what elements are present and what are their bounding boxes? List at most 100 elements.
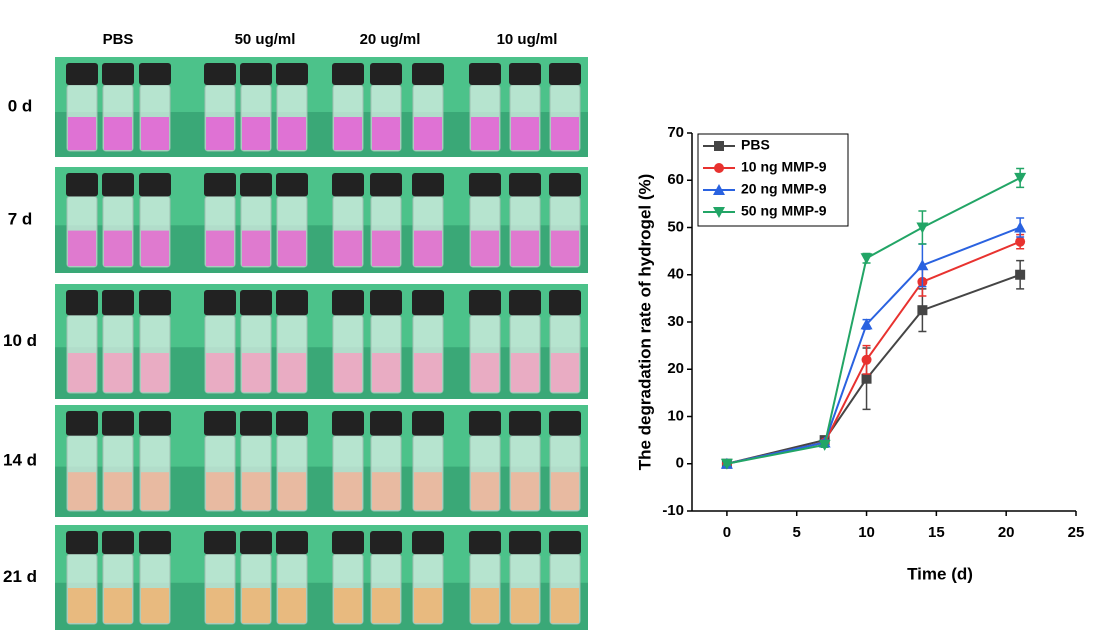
vial-cap xyxy=(370,531,402,555)
vial-liquid xyxy=(511,588,539,623)
row-label: 14 d xyxy=(3,450,37,469)
vial-cap xyxy=(412,290,444,316)
vial-cap xyxy=(549,173,581,197)
vial-liquid xyxy=(206,230,234,266)
vial-cap xyxy=(240,173,272,197)
vial-liquid xyxy=(206,588,234,623)
vial-liquid xyxy=(68,230,96,266)
series-line xyxy=(726,240,1021,465)
point xyxy=(860,253,873,265)
vial-liquid xyxy=(372,230,400,266)
vial-cap xyxy=(139,411,171,436)
vial-cap xyxy=(469,411,501,436)
vial-cap xyxy=(102,63,134,85)
vial-liquid xyxy=(551,472,579,510)
point xyxy=(861,373,872,384)
vial-liquid xyxy=(242,588,270,623)
vial-liquid xyxy=(372,117,400,150)
vial-liquid xyxy=(551,588,579,623)
series-line xyxy=(726,226,1021,465)
x-tick-label: 25 xyxy=(1068,524,1085,541)
vial-cap xyxy=(240,531,272,555)
vial-liquid xyxy=(414,472,442,510)
vial-cap xyxy=(276,290,308,316)
y-tick-label: 20 xyxy=(667,360,684,377)
column-label: 20 ug/ml xyxy=(360,31,421,48)
vial-cap xyxy=(332,63,364,85)
vial-liquid xyxy=(551,230,579,266)
vial-liquid xyxy=(141,230,169,266)
legend-marker xyxy=(713,207,725,218)
vial-cap xyxy=(102,411,134,436)
vial-cap xyxy=(469,290,501,316)
vial-liquid xyxy=(242,230,270,266)
row-label: 21 d xyxy=(3,567,37,586)
vial-cap xyxy=(276,531,308,555)
vial-liquid xyxy=(334,230,362,266)
vial-cap xyxy=(412,411,444,436)
vial-cap xyxy=(204,173,236,197)
y-tick-label: 10 xyxy=(667,407,684,424)
vial-liquid xyxy=(471,588,499,623)
vial-cap xyxy=(412,173,444,197)
point xyxy=(860,318,873,330)
y-axis-label: The degradation rate of hydrogel (%) xyxy=(635,174,654,471)
x-tick-label: 10 xyxy=(858,524,875,541)
y-tick-label: 0 xyxy=(676,455,684,472)
vial-cap xyxy=(139,531,171,555)
vial-cap xyxy=(66,290,98,316)
vial-liquid xyxy=(68,117,96,150)
vial-liquid xyxy=(104,472,132,510)
vial-liquid xyxy=(278,472,306,510)
row-label: 7 d xyxy=(8,209,33,228)
vial-liquid xyxy=(511,472,539,510)
vial-liquid xyxy=(471,117,499,150)
legend-label: 20 ng MMP-9 xyxy=(741,181,827,197)
point xyxy=(1014,221,1027,233)
y-tick-label: 60 xyxy=(667,171,684,188)
vial-cap xyxy=(240,411,272,436)
legend-marker xyxy=(714,141,724,151)
x-tick-label: 0 xyxy=(723,524,731,541)
vial-liquid xyxy=(414,353,442,392)
vial-cap xyxy=(276,173,308,197)
vial-liquid xyxy=(206,117,234,150)
vial-cap xyxy=(370,411,402,436)
vial-liquid xyxy=(334,588,362,623)
point xyxy=(720,458,733,470)
vial-liquid xyxy=(414,588,442,623)
vial-cap xyxy=(509,63,541,85)
vial-cap xyxy=(240,63,272,85)
vial-liquid xyxy=(471,230,499,266)
legend-marker xyxy=(714,163,724,173)
vial-cap xyxy=(469,531,501,555)
vial-cap xyxy=(370,173,402,197)
vial-liquid xyxy=(104,353,132,392)
vial-liquid xyxy=(414,230,442,266)
legend-label: 10 ng MMP-9 xyxy=(741,159,827,175)
vial-cap xyxy=(204,531,236,555)
vial-cap xyxy=(139,290,171,316)
point xyxy=(916,222,929,234)
point xyxy=(861,354,872,365)
photo-backdrop xyxy=(55,582,588,630)
vial-liquid xyxy=(104,588,132,623)
vial-cap xyxy=(204,411,236,436)
vial-cap xyxy=(412,63,444,85)
photo-backdrop xyxy=(55,225,588,273)
vial-cap xyxy=(469,173,501,197)
vial-liquid xyxy=(104,230,132,266)
vial-cap xyxy=(332,531,364,555)
series-line xyxy=(726,273,1021,465)
vial-liquid xyxy=(206,472,234,510)
vial-liquid xyxy=(206,353,234,392)
vial-liquid xyxy=(372,588,400,623)
legend-label: PBS xyxy=(741,137,770,153)
column-label: 10 ug/ml xyxy=(497,31,558,48)
x-tick-label: 5 xyxy=(793,524,801,541)
vial-cap xyxy=(66,63,98,85)
point xyxy=(1014,172,1027,184)
y-tick-label: 30 xyxy=(667,313,684,330)
vial-cap xyxy=(102,290,134,316)
